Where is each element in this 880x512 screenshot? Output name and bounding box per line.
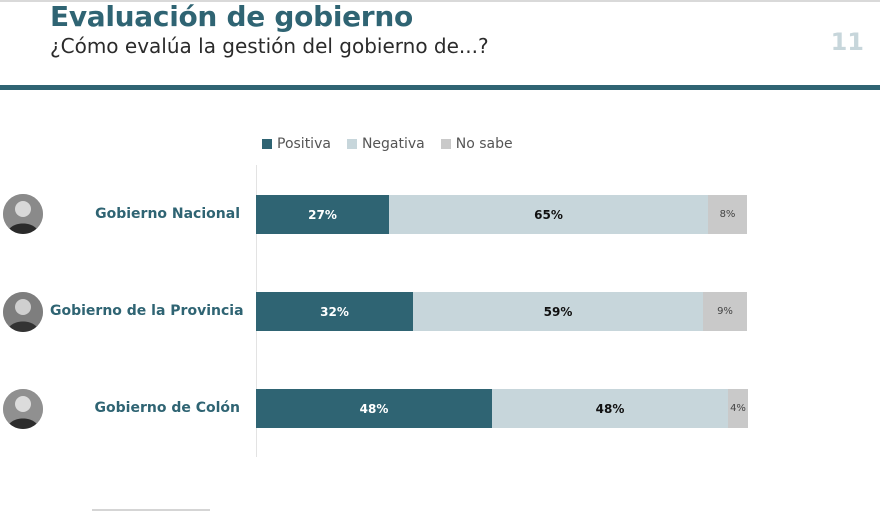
avatar-icon: [3, 292, 43, 332]
bar-segment-positiva: 27%: [256, 195, 389, 234]
avatar-icon: [3, 389, 43, 429]
stacked-bar: 48% 48% 4%: [256, 389, 748, 428]
page-title: Evaluación de gobierno: [50, 0, 413, 33]
stacked-bar: 32% 59% 9%: [256, 292, 747, 331]
data-label: 9%: [717, 306, 733, 317]
chart-legend: Positiva Negativa No sabe: [262, 136, 513, 152]
bar-segment-positiva: 48%: [256, 389, 492, 428]
legend-label-positiva: Positiva: [277, 136, 331, 152]
bar-segment-negativa: 48%: [492, 389, 728, 428]
legend-label-negativa: Negativa: [361, 136, 425, 152]
page-number: 11: [830, 28, 864, 56]
bar-segment-positiva: 32%: [256, 292, 413, 331]
data-label: 59%: [543, 304, 573, 319]
data-label: 48%: [359, 401, 389, 416]
header-rule: [0, 85, 880, 90]
data-label: 65%: [534, 207, 563, 222]
avatar-icon: [3, 194, 43, 234]
bar-segment-negativa: 59%: [413, 292, 703, 331]
data-label: 27%: [308, 207, 337, 222]
row-label: Gobierno de Colón: [94, 400, 240, 416]
footer-stub: [92, 509, 210, 511]
bar-segment-no-sabe: 4%: [728, 389, 748, 428]
data-label: 48%: [595, 401, 625, 416]
legend-item-positiva: Positiva: [262, 136, 331, 152]
bar-segment-no-sabe: 8%: [708, 195, 747, 234]
legend-swatch-negativa: [346, 139, 357, 149]
legend-item-negativa: Negativa: [346, 136, 425, 152]
bar-segment-no-sabe: 9%: [703, 292, 747, 331]
legend-swatch-no-sabe: [440, 139, 451, 149]
legend-item-no-sabe: No sabe: [440, 136, 513, 152]
data-label: 8%: [719, 209, 736, 220]
row-label: Gobierno Nacional: [95, 206, 240, 222]
row-label: Gobierno de la Provincia: [50, 303, 244, 319]
data-label: 4%: [730, 403, 746, 414]
data-label: 32%: [320, 304, 349, 319]
bar-segment-negativa: 65%: [389, 195, 708, 234]
stacked-bar: 27% 65% 8%: [256, 195, 747, 234]
top-divider: [0, 0, 880, 2]
legend-swatch-positiva: [262, 139, 272, 149]
legend-label-no-sabe: No sabe: [455, 136, 513, 152]
page-subtitle: ¿Cómo evalúa la gestión del gobierno de.…: [50, 34, 489, 58]
